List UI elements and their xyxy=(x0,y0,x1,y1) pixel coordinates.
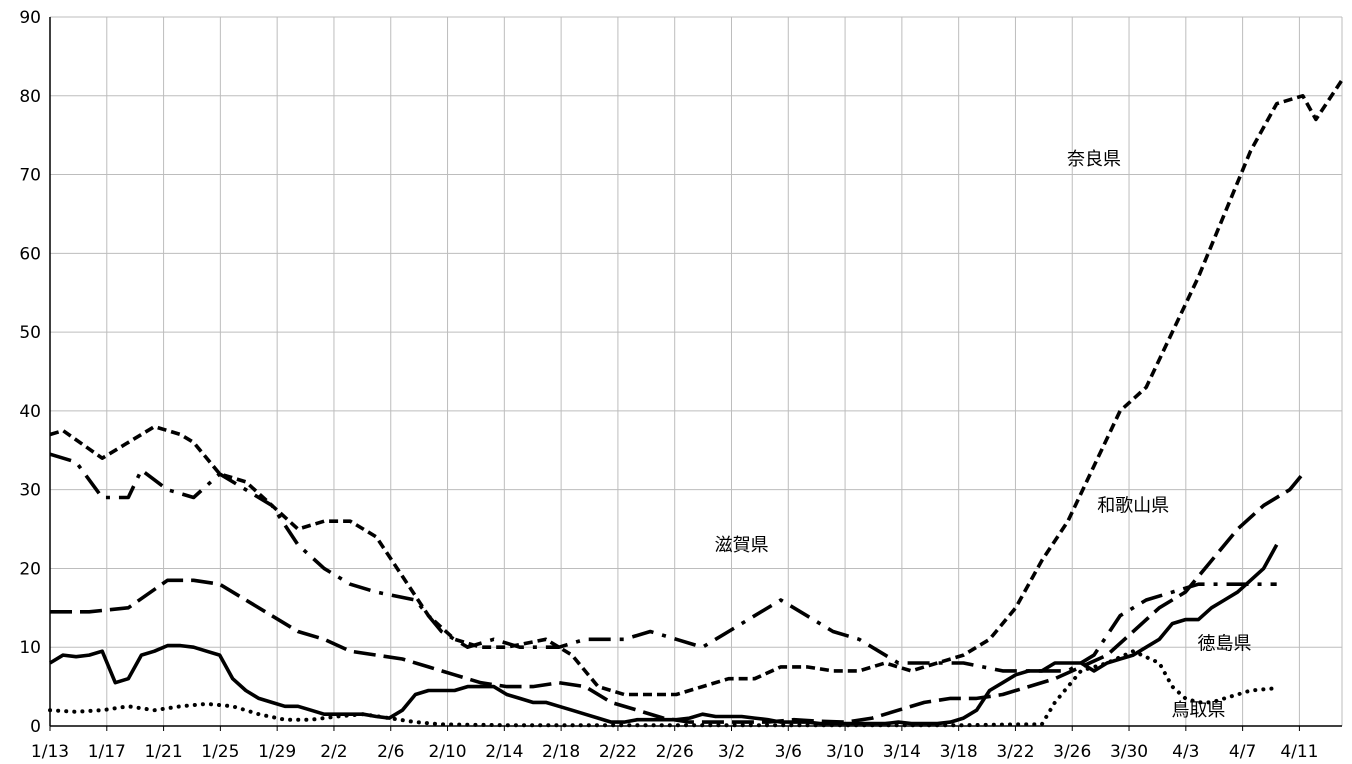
series-line xyxy=(49,543,1279,726)
x-tick-label: 2/10 xyxy=(428,742,466,762)
y-tick-label: 10 xyxy=(19,638,41,658)
x-tick-label: 2/6 xyxy=(377,742,404,762)
y-tick-label: 30 xyxy=(19,481,41,501)
series-line xyxy=(50,472,1305,724)
x-tick-label: 1/17 xyxy=(88,742,126,762)
y-tick-label: 20 xyxy=(19,559,41,579)
series-line xyxy=(48,649,1279,728)
x-tick-label: 4/7 xyxy=(1229,742,1256,762)
x-tick-label: 1/21 xyxy=(144,742,182,762)
axis-layer xyxy=(49,17,1342,731)
x-tick-label: 3/14 xyxy=(883,742,921,762)
x-tick-label: 3/10 xyxy=(826,742,864,762)
x-tick-label: 2/14 xyxy=(485,742,523,762)
x-tick-label: 2/18 xyxy=(542,742,580,762)
series-label: 鳥取県 xyxy=(1171,700,1225,721)
x-tick-label: 3/22 xyxy=(996,742,1034,762)
series-line xyxy=(49,452,1277,673)
y-tick-label: 80 xyxy=(19,87,41,107)
grid-layer xyxy=(49,16,1343,727)
x-tick-label: 2/22 xyxy=(599,742,637,762)
series-layer xyxy=(48,79,1344,728)
y-tick-label: 0 xyxy=(30,717,41,737)
y-tick-label: 40 xyxy=(19,402,41,422)
series-label: 奈良県 xyxy=(1067,149,1121,170)
x-tick-label: 3/6 xyxy=(775,742,802,762)
x-tick-label: 1/25 xyxy=(201,742,239,762)
series-label: 和歌山県 xyxy=(1097,495,1169,516)
series-label: 滋賀県 xyxy=(715,535,769,556)
y-tick-labels: 0 10 20 30 40 50 60 70 80 90 xyxy=(19,8,41,737)
x-tick-label: 3/26 xyxy=(1053,742,1091,762)
x-tick-label: 2/2 xyxy=(320,742,347,762)
y-tick-label: 60 xyxy=(19,244,41,264)
series-label: 徳島県 xyxy=(1198,633,1252,654)
x-tick-label: 3/2 xyxy=(718,742,745,762)
x-tick-label: 2/26 xyxy=(656,742,694,762)
x-tick-label: 4/3 xyxy=(1172,742,1199,762)
y-tick-label: 70 xyxy=(19,166,41,186)
x-tick-label: 1/29 xyxy=(258,742,296,762)
series-line xyxy=(49,79,1344,697)
x-tick-label: 3/18 xyxy=(940,742,978,762)
x-tick-label: 4/11 xyxy=(1280,742,1318,762)
y-tick-label: 90 xyxy=(19,8,41,28)
x-tick-labels: 1/13 1/17 1/21 1/25 1/29 2/2 2/6 2/10 2/14 2/18 2/… xyxy=(31,742,1319,762)
x-tick-label: 3/30 xyxy=(1110,742,1148,762)
y-tick-label: 50 xyxy=(19,323,41,343)
x-tick-label: 1/13 xyxy=(31,742,69,762)
